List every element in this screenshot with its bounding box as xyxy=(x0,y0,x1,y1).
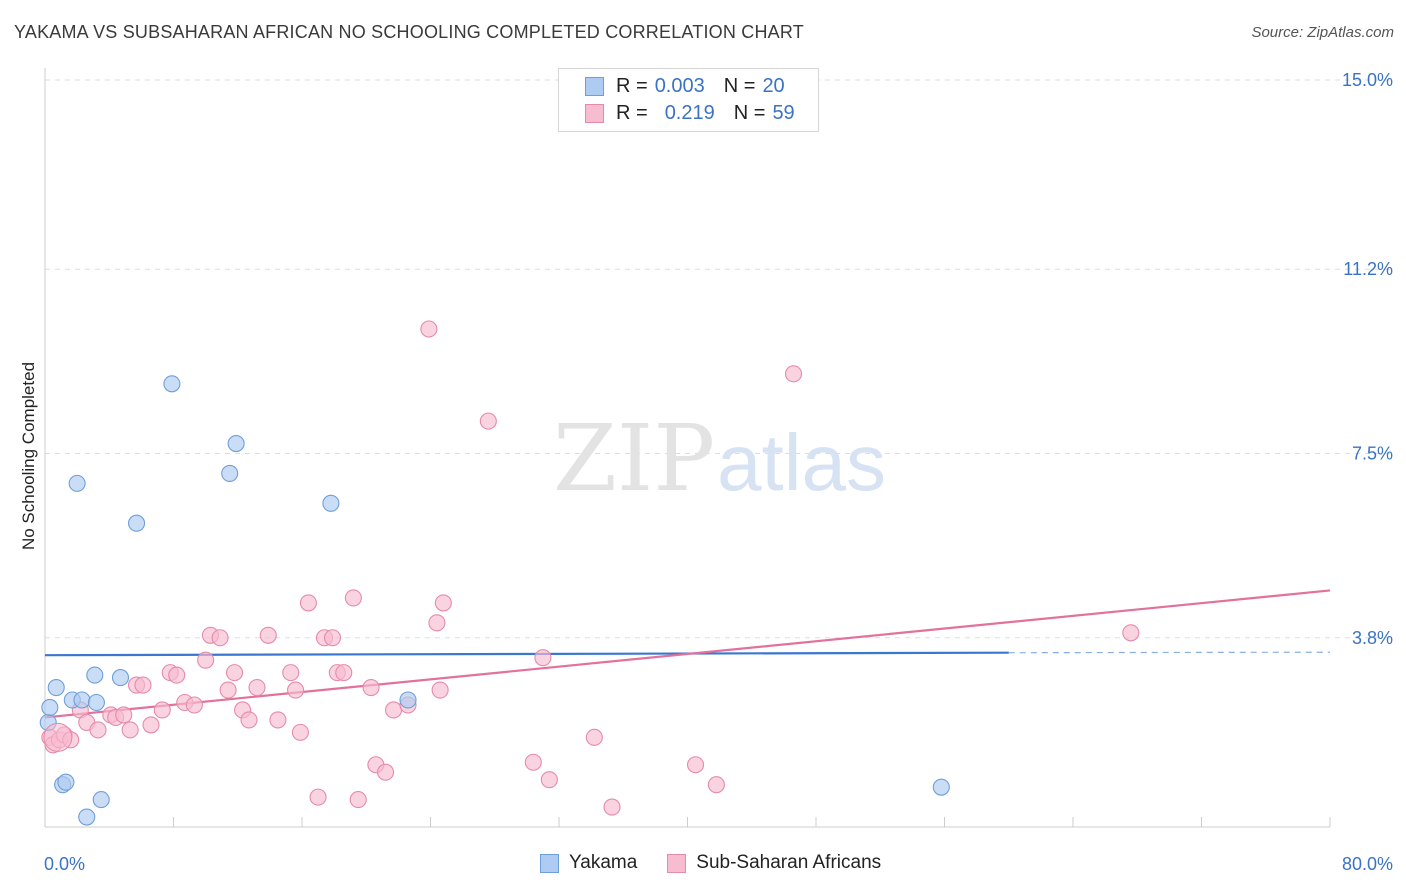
x-tick-label: 80.0% xyxy=(1342,854,1393,874)
yakama-point xyxy=(399,691,417,709)
yakama-point xyxy=(41,698,59,717)
point-layer xyxy=(39,320,1140,826)
legend-n-label: N = xyxy=(723,74,756,97)
y-tick-label: 3.8% xyxy=(1352,628,1393,648)
ssa-point xyxy=(323,629,342,647)
ssa-point xyxy=(376,763,395,781)
watermark-zip: ZIP xyxy=(553,405,715,512)
ssa-point xyxy=(197,651,215,669)
legend-swatch-ssa xyxy=(585,103,604,123)
source-credit: Source: ZipAtlas.com xyxy=(1251,24,1394,41)
yakama-point xyxy=(221,464,239,482)
ssa-point xyxy=(349,791,367,809)
watermark-atlas: atlas xyxy=(717,418,886,507)
legend-row-yakama: R = 0.003 N = 20 xyxy=(585,74,785,98)
ssa-point xyxy=(248,679,266,697)
chart-title: YAKAMA VS SUBSAHARAN AFRICAN NO SCHOOLIN… xyxy=(14,22,804,42)
yakama-point xyxy=(932,778,950,796)
ssa-point xyxy=(707,776,725,794)
legend-r-label: R = xyxy=(616,74,648,97)
series-swatch-yakama xyxy=(540,853,559,873)
legend-r-value: 0.219 xyxy=(664,101,715,124)
yakama-point xyxy=(78,808,96,826)
y-tick-label: 11.2% xyxy=(1343,259,1393,279)
ssa-point xyxy=(420,320,438,338)
legend-n-value: 20 xyxy=(762,74,785,97)
ssa-point xyxy=(434,594,452,612)
legend-row-ssa: R = 0.219 N = 59 xyxy=(585,101,795,125)
series-legend: Yakama Sub-Saharan Africans xyxy=(540,852,911,874)
yakama-point xyxy=(68,474,86,492)
yakama-point xyxy=(87,693,105,712)
ssa-point xyxy=(211,629,229,647)
ssa-point xyxy=(585,728,603,746)
ssa-point xyxy=(299,594,317,612)
ssa-point xyxy=(335,664,353,682)
y-axis-title: No Schooling Completed xyxy=(19,362,38,550)
ssa-point xyxy=(479,412,497,430)
yakama-point xyxy=(47,679,65,697)
yakama-point xyxy=(86,666,104,684)
x-tick-label: 0.0% xyxy=(44,854,85,874)
ssa-point xyxy=(431,681,449,699)
grid-layer xyxy=(45,79,1392,639)
ssa-point xyxy=(385,701,403,719)
yakama-point xyxy=(92,791,110,809)
ssa-point xyxy=(282,664,300,682)
legend-r-value: 0.003 xyxy=(654,74,705,97)
ssa-trend-line xyxy=(44,589,1331,719)
series-legend-ssa[interactable]: Sub-Saharan Africans xyxy=(667,852,881,874)
ssa-point xyxy=(153,701,171,719)
ssa-point xyxy=(540,771,558,789)
ssa-point xyxy=(219,681,237,699)
ssa-point xyxy=(43,722,73,752)
ssa-point xyxy=(362,679,380,697)
ssa-point xyxy=(344,589,362,607)
ssa-point xyxy=(259,626,277,644)
y-tick-label: 7.5% xyxy=(1352,444,1393,464)
yakama-point xyxy=(73,691,91,709)
ssa-point xyxy=(225,664,244,682)
series-swatch-ssa xyxy=(667,853,687,873)
ssa-point xyxy=(524,753,542,771)
ssa-point xyxy=(1122,624,1140,642)
correlation-legend: R = 0.003 N = 20 R = 0.219 N = 59 xyxy=(558,68,819,132)
yakama-point xyxy=(128,514,146,532)
ssa-point xyxy=(287,681,305,699)
trend-layer xyxy=(44,589,1331,719)
legend-r-label: R = xyxy=(616,101,648,124)
ssa-point xyxy=(115,706,133,724)
ssa-point xyxy=(603,798,621,816)
ssa-point xyxy=(121,721,139,739)
yakama-point xyxy=(111,669,130,687)
ssa-point xyxy=(534,649,552,667)
ssa-point xyxy=(168,666,186,684)
legend-n-value: 59 xyxy=(772,101,795,124)
yakama-point xyxy=(322,494,340,512)
yakama-point xyxy=(57,773,75,791)
ssa-point xyxy=(784,365,803,383)
series-legend-yakama[interactable]: Yakama xyxy=(540,852,637,874)
tick-label-layer: 3.8% 7.5% 11.2% 15.0% 0.0% 80.0% xyxy=(44,70,1393,874)
legend-n-label: N = xyxy=(733,101,766,124)
ssa-point xyxy=(89,721,107,739)
yakama-trend-line xyxy=(44,651,1009,657)
yakama-point xyxy=(227,434,245,453)
yakama-point xyxy=(163,375,181,393)
ssa-point xyxy=(142,716,160,734)
legend-swatch-yakama xyxy=(585,76,604,96)
series-label-ssa: Sub-Saharan Africans xyxy=(696,852,882,873)
ssa-point xyxy=(269,711,287,729)
ssa-point xyxy=(240,711,258,729)
ssa-point xyxy=(686,756,705,774)
ssa-point xyxy=(309,788,327,806)
ssa-point xyxy=(134,676,152,694)
ssa-point xyxy=(428,614,446,632)
ssa-point xyxy=(291,723,309,741)
y-tick-label: 15.0% xyxy=(1342,70,1393,90)
series-label-yakama: Yakama xyxy=(569,852,638,873)
ssa-point xyxy=(185,696,203,714)
